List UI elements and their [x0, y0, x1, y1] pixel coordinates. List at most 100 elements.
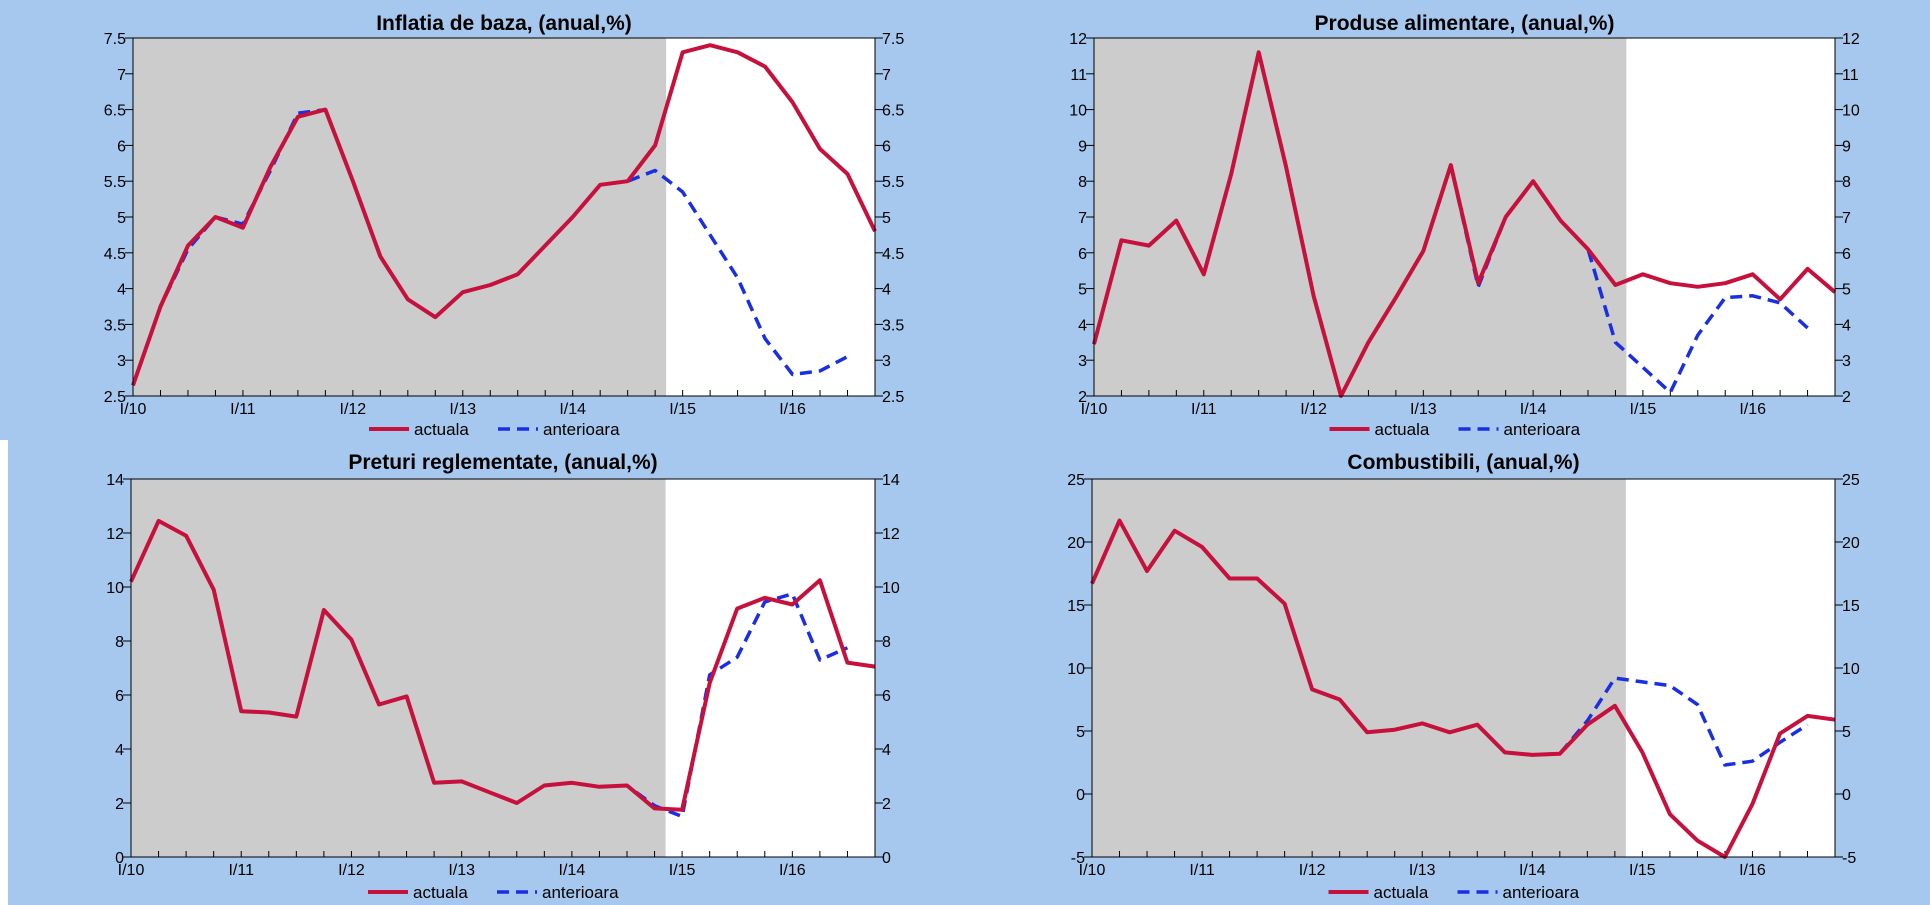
- y-tick-label-right: 4: [1842, 317, 1851, 334]
- y-tick-label-left: 5: [1076, 724, 1085, 741]
- y-tick-label-right: 5: [1842, 724, 1851, 741]
- y-tick-label-left: 4: [117, 282, 126, 299]
- y-tick-label-right: 7.5: [882, 31, 904, 48]
- x-tick-label: I/13: [1410, 401, 1437, 418]
- y-tick-label-left: 2: [115, 796, 124, 813]
- y-tick-label-left: 11: [1070, 67, 1087, 84]
- y-tick-label-right: 8: [1842, 174, 1851, 191]
- y-tick-label-left: 4.5: [104, 246, 126, 263]
- y-tick-label-right: 2.5: [882, 389, 904, 406]
- y-tick-label-left: 9: [1078, 138, 1087, 155]
- y-tick-label-right: 11: [1842, 67, 1859, 84]
- history-shade: [1092, 479, 1626, 857]
- x-tick-label: I/15: [669, 862, 696, 879]
- y-tick-label-right: 6: [1842, 246, 1851, 263]
- legend: actuala anterioara: [1328, 883, 1580, 902]
- chart-panel-2: Produse alimentare, (anual,%) 2 2 3 3 4 4 5 5 6 6 7…: [1069, 12, 1860, 439]
- y-tick-label-left: 5: [117, 210, 126, 227]
- legend-label-previous: anterioara: [543, 420, 620, 439]
- y-tick-label-left: 6: [1078, 246, 1087, 263]
- y-tick-label-right: 10: [1842, 103, 1860, 120]
- y-tick-label-left: 10: [106, 580, 124, 597]
- x-tick-label: I/16: [779, 401, 806, 418]
- y-tick-label-right: 3.5: [882, 317, 904, 334]
- y-tick-label-right: 14: [882, 472, 900, 489]
- x-tick-label: I/14: [1519, 862, 1546, 879]
- y-tick-label-right: 4: [882, 282, 891, 299]
- y-tick-label-left: 2.5: [104, 389, 126, 406]
- y-tick-label-left: 12: [106, 526, 124, 543]
- y-tick-label-left: 25: [1067, 472, 1085, 489]
- y-tick-label-right: 7: [882, 67, 891, 84]
- series-line-actual: [131, 43, 877, 386]
- y-tick-label-left: 8: [115, 634, 124, 651]
- y-tick-label-right: 2: [1842, 389, 1851, 406]
- plot-frame: [1093, 37, 1836, 397]
- legend-label-previous: anterioara: [1503, 883, 1580, 902]
- x-tick-label: I/10: [1079, 862, 1106, 879]
- plot-frame: [132, 37, 876, 397]
- legend: actuala anterioara: [368, 883, 619, 902]
- y-tick-label-right: 6.5: [882, 103, 904, 120]
- y-tick-label-right: 25: [1842, 472, 1860, 489]
- y-tick-label-right: 4: [882, 742, 891, 759]
- y-tick-label-right: 5.5: [882, 174, 904, 191]
- chart-panel-3: Preturi reglementate, (anual,%) 0 0 2 2 4 4 6 6 8…: [106, 451, 900, 902]
- x-tick-label: I/10: [118, 862, 145, 879]
- y-tick-label-right: 12: [882, 526, 900, 543]
- x-tick-label: I/16: [1739, 862, 1766, 879]
- y-tick-label-right: 6: [882, 138, 891, 155]
- y-tick-label-right: 20: [1842, 535, 1860, 552]
- x-tick-label: I/14: [1520, 401, 1547, 418]
- x-tick-label: I/16: [1739, 401, 1766, 418]
- y-tick-label-right: 0: [882, 850, 891, 867]
- legend-label-actual: actuala: [413, 883, 468, 902]
- x-tick-label: I/12: [340, 401, 367, 418]
- y-tick-label-left: 5.5: [104, 174, 126, 191]
- legend-label-previous: anterioara: [1504, 420, 1581, 439]
- chart-title: Inflatia de baza, (anual,%): [376, 12, 632, 35]
- x-tick-label: I/13: [1409, 862, 1436, 879]
- x-tick-label: I/11: [1191, 401, 1217, 418]
- x-tick-label: I/15: [1630, 401, 1657, 418]
- x-tick-label: I/12: [1299, 862, 1326, 879]
- y-tick-label-left: 3.5: [104, 317, 126, 334]
- legend-label-actual: actuala: [1374, 883, 1429, 902]
- y-tick-label-left: -5: [1071, 850, 1085, 867]
- x-tick-label: I/11: [230, 401, 256, 418]
- y-tick-label-left: 20: [1067, 535, 1085, 552]
- left-edge-strip: [0, 440, 8, 905]
- y-tick-label-right: 15: [1842, 598, 1860, 615]
- x-tick-label: I/11: [228, 862, 254, 879]
- y-tick-label-left: 0: [115, 850, 124, 867]
- y-tick-label-left: 5: [1078, 282, 1087, 299]
- y-tick-label-left: 14: [106, 472, 124, 489]
- x-tick-label: I/14: [559, 401, 586, 418]
- y-tick-label-left: 7: [1078, 210, 1087, 227]
- y-tick-label-right: 10: [882, 580, 900, 597]
- plot-frame: [130, 478, 876, 858]
- y-tick-label-right: 8: [882, 634, 891, 651]
- y-tick-label-left: 6: [115, 688, 124, 705]
- chart-panel-1: Inflatia de baza, (anual,%) 2.5 2.5 3 3 3.5 3.…: [104, 12, 905, 439]
- y-tick-label-left: 0: [1076, 787, 1085, 804]
- y-tick-label-left: 7: [117, 67, 126, 84]
- y-tick-label-right: 4.5: [882, 246, 904, 263]
- history-shade: [1094, 38, 1627, 396]
- y-tick-label-right: 10: [1842, 661, 1860, 678]
- y-tick-label-left: 8: [1078, 174, 1087, 191]
- legend-label-previous: anterioara: [542, 883, 619, 902]
- x-tick-label: I/13: [449, 401, 476, 418]
- x-tick-label: I/12: [1300, 401, 1327, 418]
- y-tick-label-right: 5: [1842, 282, 1851, 299]
- series-line-actual: [129, 518, 876, 812]
- x-tick-label: I/12: [338, 862, 365, 879]
- y-tick-label-right: 3: [882, 353, 891, 370]
- x-tick-label: I/11: [1189, 862, 1215, 879]
- x-tick-label: I/15: [669, 401, 696, 418]
- chart-title: Produse alimentare, (anual,%): [1315, 12, 1615, 35]
- y-tick-label-left: 6: [117, 138, 126, 155]
- y-tick-label-right: 3: [1842, 353, 1851, 370]
- x-tick-label: I/10: [1081, 401, 1108, 418]
